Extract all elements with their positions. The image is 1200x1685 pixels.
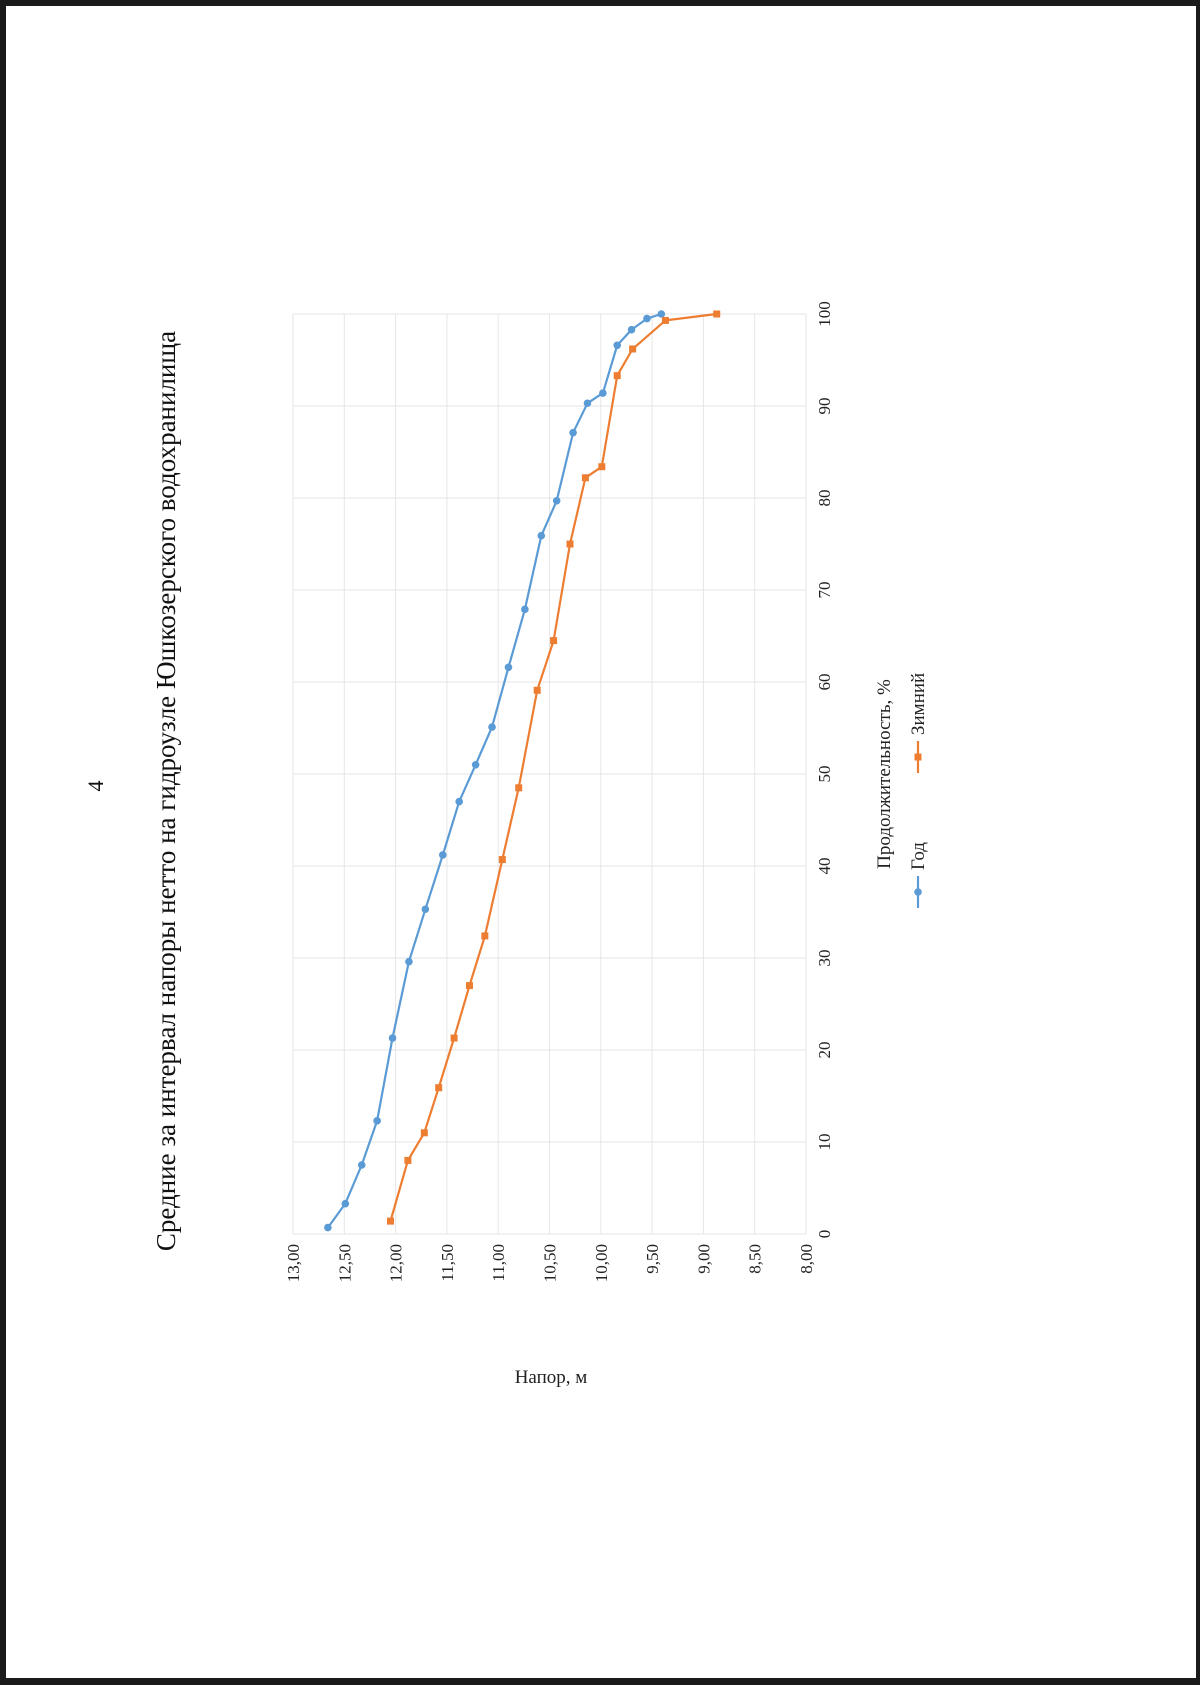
data-point (583, 399, 592, 408)
data-point (552, 496, 561, 505)
x-tick-label: 90 (815, 398, 834, 415)
data-point (498, 856, 506, 864)
y-tick-label: 8,00 (797, 1244, 816, 1274)
document-page: 4 Средние за интервал напоры нетто на ги… (6, 6, 1196, 1678)
data-point (404, 1156, 412, 1164)
data-point (550, 637, 558, 645)
line-chart: 0 10 20 30 40 50 60 70 80 90 100 8,00 8,50 9,00 9,50 1… (284, 301, 929, 1388)
y-tick-label: 8,50 (746, 1244, 765, 1274)
y-axis-ticks: 8,00 8,50 9,00 9,50 10,00 10,50 11,00 11,50 12,0… (284, 1244, 816, 1282)
series-line (327, 312, 662, 1229)
x-tick-label: 20 (815, 1042, 834, 1059)
y-tick-label: 9,50 (643, 1244, 662, 1274)
x-tick-label: 60 (815, 674, 834, 691)
data-point (341, 1199, 350, 1208)
data-point (613, 372, 621, 380)
y-axis-title: Напор, м (515, 1367, 588, 1388)
data-point (661, 316, 669, 324)
legend: Год Зимний (908, 673, 929, 908)
data-point (471, 760, 480, 769)
y-tick-label: 12,50 (335, 1244, 354, 1282)
y-tick-label: 11,00 (489, 1244, 508, 1282)
data-point (643, 314, 651, 323)
data-point (657, 310, 666, 318)
y-tick-label: 10,00 (592, 1244, 611, 1282)
data-point (386, 1217, 394, 1225)
data-point (421, 905, 430, 914)
x-tick-label: 80 (815, 490, 834, 507)
y-tick-label: 11,50 (438, 1244, 457, 1282)
x-tick-label: 70 (815, 582, 834, 599)
data-point (481, 932, 489, 940)
data-point (566, 540, 574, 548)
y-tick-label: 9,00 (694, 1244, 713, 1274)
data-point (450, 1034, 458, 1042)
data-point (405, 957, 413, 966)
data-point (613, 341, 622, 350)
series-0 (324, 310, 666, 1232)
x-tick-label: 50 (815, 766, 834, 783)
data-point (455, 797, 464, 806)
data-point (373, 1117, 381, 1125)
x-tick-label: 30 (815, 950, 834, 967)
legend-label: Зимний (908, 673, 929, 735)
data-point (465, 982, 473, 990)
data-point (533, 686, 541, 694)
x-tick-label: 40 (815, 858, 834, 875)
x-tick-label: 0 (815, 1230, 834, 1239)
series-layer (324, 310, 721, 1232)
y-tick-label: 10,50 (541, 1244, 560, 1282)
legend-marker (914, 753, 922, 761)
data-point (629, 345, 637, 353)
data-point (324, 1223, 332, 1232)
data-point (599, 389, 607, 397)
data-point (598, 463, 606, 471)
data-point (515, 784, 523, 792)
series-line (389, 312, 717, 1222)
data-point (488, 723, 496, 731)
y-tick-label: 13,00 (284, 1244, 303, 1282)
data-point (435, 1084, 443, 1092)
x-axis-ticks: 0 10 20 30 40 50 60 70 80 90 100 (815, 301, 834, 1238)
data-point (537, 531, 546, 540)
data-point (357, 1161, 366, 1169)
x-axis-title: Продолжительность, % (874, 679, 895, 869)
series-1 (386, 310, 721, 1225)
data-point (713, 310, 721, 318)
legend-label: Год (908, 842, 929, 870)
data-point (504, 663, 513, 672)
data-point (569, 428, 577, 437)
data-point (388, 1034, 397, 1042)
data-point (521, 605, 529, 614)
legend-marker (914, 888, 922, 896)
y-tick-label: 12,00 (387, 1244, 406, 1282)
data-point (420, 1129, 428, 1137)
x-tick-label: 100 (815, 301, 834, 327)
data-point (438, 851, 447, 859)
data-point (581, 474, 589, 482)
x-tick-label: 10 (815, 1134, 834, 1151)
data-point (627, 325, 636, 334)
